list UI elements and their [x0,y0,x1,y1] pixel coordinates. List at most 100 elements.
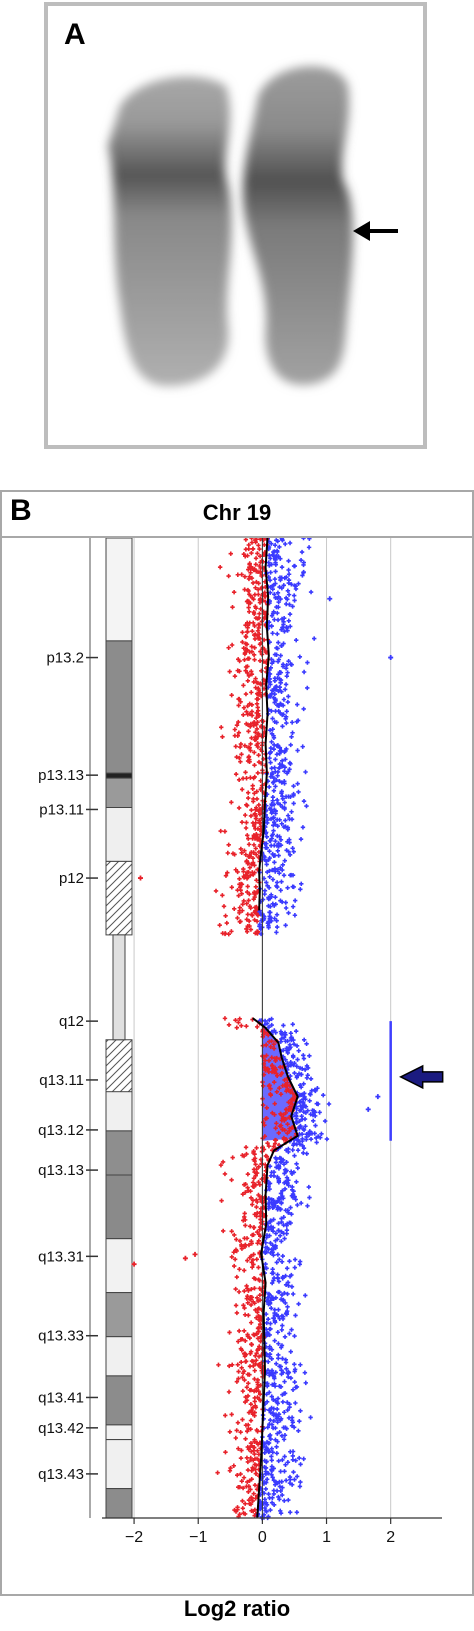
data-point [244,776,249,781]
data-point [242,1288,247,1294]
data-point [249,644,254,649]
data-point [279,1292,285,1298]
x-axis-label: Log2 ratio [183,1596,291,1621]
data-point [245,670,250,676]
data-point [242,554,248,559]
data-point [246,588,251,594]
data-point [240,1417,245,1422]
data-point [264,880,269,885]
data-point [255,587,261,592]
data-point [272,1318,278,1323]
data-point [243,812,248,818]
data-point [235,1339,241,1344]
data-point [246,754,252,759]
data-point [248,775,253,780]
data-point [299,1072,304,1077]
data-point [300,744,305,749]
data-point [261,1120,266,1125]
data-point [267,1017,272,1023]
data-point [292,898,298,903]
data-point [276,1130,281,1136]
data-point [234,1310,240,1316]
data-point [223,913,228,919]
data-point [252,1507,258,1513]
data-point [253,1496,258,1501]
data-point [239,1244,244,1249]
data-point [254,1214,259,1219]
data-point [287,1104,292,1110]
data-point [283,824,288,829]
outlier-point [182,1255,188,1261]
data-point [286,1183,291,1188]
data-point [287,1126,292,1131]
data-point [287,540,293,546]
data-point [239,787,245,792]
data-point [264,1502,270,1508]
data-point [246,1242,252,1248]
data-point [252,657,257,662]
data-point [278,1418,283,1423]
data-point [285,1304,290,1310]
data-point [298,1362,303,1367]
data-point [264,1459,269,1465]
data-point [259,573,264,579]
data-point [254,832,259,837]
data-point [234,1274,240,1280]
data-point [235,1472,240,1478]
data-point [257,1292,263,1298]
data-point [273,1425,278,1431]
ideogram-band [105,1488,133,1519]
data-point [247,620,252,625]
data-point [298,1462,303,1467]
data-point [250,1202,255,1207]
data-point [253,836,258,841]
x-tick-label: −2 [125,1529,143,1546]
data-point [249,709,255,714]
data-point [242,657,247,663]
data-point [292,1194,297,1199]
data-point [285,1291,290,1297]
data-point [240,1498,245,1504]
data-point [272,543,278,548]
data-point [247,649,252,655]
data-point [305,660,310,665]
data-point [307,1129,312,1134]
data-point [284,1175,290,1180]
data-point [245,703,250,709]
data-point [274,1199,280,1204]
data-point [272,678,278,683]
data-point [245,678,251,684]
data-point [235,1420,241,1425]
data-point [260,897,266,902]
data-point [271,1042,277,1047]
data-point [246,542,251,548]
data-point [241,1368,247,1374]
data-point [236,1376,241,1381]
data-point [294,1064,300,1069]
data-point [292,1257,298,1262]
data-point [269,1055,274,1060]
data-point [278,888,283,893]
data-point [268,1507,273,1513]
data-point [244,709,249,714]
data-point [270,1475,275,1480]
data-point [273,757,278,762]
data-point [234,723,240,728]
data-point [271,1069,277,1075]
data-point [274,930,279,935]
data-point [253,1403,258,1408]
data-point [273,1125,278,1131]
data-point [297,1262,302,1267]
data-point [285,597,290,602]
data-point [229,642,235,648]
data-point [298,836,304,842]
data-point [279,565,285,570]
data-point [267,910,272,915]
data-point [223,1413,228,1418]
data-point [236,703,241,708]
data-point [283,1032,288,1038]
data-point [297,1118,302,1124]
data-point [243,641,248,646]
data-point [271,1173,277,1179]
data-point [279,1229,284,1235]
